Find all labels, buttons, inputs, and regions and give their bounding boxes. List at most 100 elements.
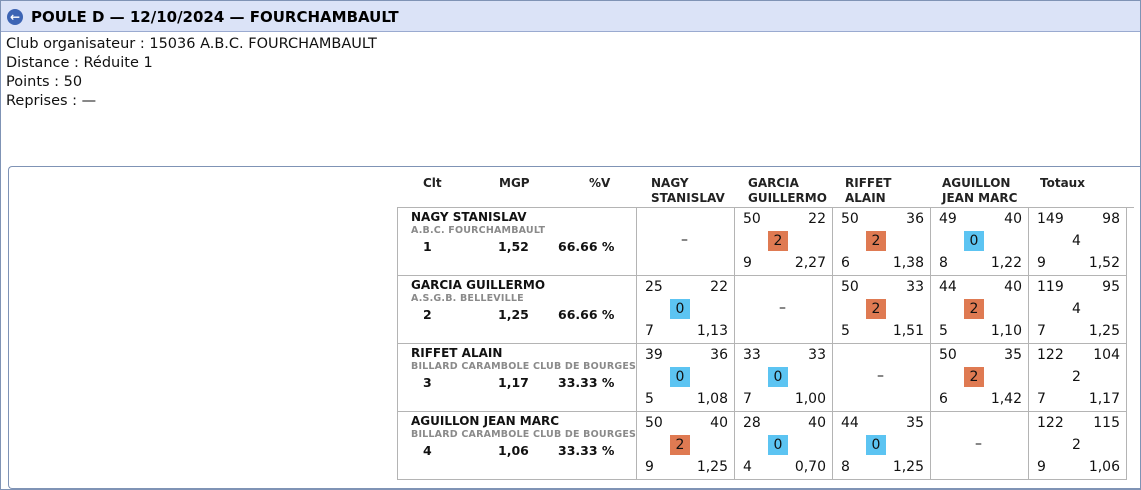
opponent-points: 40 xyxy=(1004,211,1022,227)
match-points-badge: 0 xyxy=(768,435,788,455)
title-bar: ← POULE D — 12/10/2024 — FOURCHAMBAULT xyxy=(1,1,1140,32)
distance-info: Distance : Réduite 1 xyxy=(6,55,153,71)
reprises-count: 9 xyxy=(743,255,752,271)
totals-cell xyxy=(1029,344,1127,412)
player-clt: 4 xyxy=(423,443,432,458)
points-scored: 33 xyxy=(743,347,761,363)
match-points-badge: 2 xyxy=(866,231,886,251)
player-clt: 2 xyxy=(423,307,432,322)
player-name: GARCIA GUILLERMO xyxy=(411,278,546,292)
reprises-count: 7 xyxy=(645,323,654,339)
self-match-marker: – xyxy=(975,436,982,452)
average-value: 1,25 xyxy=(892,459,924,475)
match-cell xyxy=(833,208,931,276)
match-points-badge: 2 xyxy=(768,231,788,251)
opponent-points: 104 xyxy=(1093,347,1120,363)
average-value: 1,13 xyxy=(696,323,728,339)
reprises-count: 8 xyxy=(841,459,850,475)
match-cell xyxy=(637,412,735,480)
points-scored: 44 xyxy=(841,415,859,431)
match-cell xyxy=(833,276,931,344)
player-name: AGUILLON JEAN MARC xyxy=(411,414,560,428)
reprises-count: 5 xyxy=(841,323,850,339)
points-info: Points : 50 xyxy=(6,74,83,90)
opponent-points: 115 xyxy=(1093,415,1120,431)
player-pct: 33.33 % xyxy=(558,443,615,458)
average-value: 1,52 xyxy=(1088,255,1120,271)
self-match-marker: – xyxy=(877,368,884,384)
col-header-opponent-3: RIFFET ALAIN xyxy=(845,176,892,205)
reprises-count: 7 xyxy=(743,391,752,407)
opponent-points: 40 xyxy=(808,415,826,431)
opponent-points: 35 xyxy=(906,415,924,431)
totals-cell xyxy=(1029,412,1127,480)
match-points-badge: 0 xyxy=(964,231,984,251)
reprises-count: 4 xyxy=(743,459,752,475)
match-cell xyxy=(931,208,1029,276)
average-value: 1,25 xyxy=(1088,323,1120,339)
reprises-count: 8 xyxy=(939,255,948,271)
opponent-points: 40 xyxy=(710,415,728,431)
col-header-mgp: MGP xyxy=(499,176,530,190)
average-value: 1,25 xyxy=(696,459,728,475)
grid-top-border xyxy=(397,207,1134,208)
reprises-count: 9 xyxy=(1037,255,1046,271)
reprises-count: 6 xyxy=(939,391,948,407)
match-points-badge: 0 xyxy=(768,367,788,387)
points-scored: 119 xyxy=(1037,279,1064,295)
match-cell xyxy=(735,276,833,344)
opponent-points: 36 xyxy=(710,347,728,363)
match-cell xyxy=(637,208,735,276)
match-cell xyxy=(637,344,735,412)
match-cell xyxy=(735,344,833,412)
player-club: BILLARD CARAMBOLE CLUB DE BOURGES xyxy=(411,429,637,440)
opponent-points: 22 xyxy=(710,279,728,295)
total-match-points: 4 xyxy=(1072,301,1081,317)
page-title: POULE D — 12/10/2024 — FOURCHAMBAULT xyxy=(31,8,399,26)
match-points-badge: 2 xyxy=(964,367,984,387)
col-header-totals: Totaux xyxy=(1040,176,1085,190)
match-cell xyxy=(637,276,735,344)
player-mgp: 1,17 xyxy=(498,375,529,390)
col-header-clt: Clt xyxy=(423,176,442,190)
points-scored: 50 xyxy=(743,211,761,227)
totals-cell xyxy=(1029,276,1127,344)
reprises-count: 5 xyxy=(939,323,948,339)
match-points-badge: 0 xyxy=(866,435,886,455)
average-value: 1,42 xyxy=(990,391,1022,407)
col-header-opponent-4: AGUILLON JEAN MARC xyxy=(942,176,1018,205)
player-mgp: 1,52 xyxy=(498,239,529,254)
match-cell xyxy=(931,412,1029,480)
self-match-marker: – xyxy=(779,300,786,316)
reprises-count: 5 xyxy=(645,391,654,407)
points-scored: 50 xyxy=(841,279,859,295)
total-match-points: 4 xyxy=(1072,233,1081,249)
reprises-count: 7 xyxy=(1037,391,1046,407)
opponent-points: 33 xyxy=(906,279,924,295)
opponent-points: 22 xyxy=(808,211,826,227)
match-points-badge: 2 xyxy=(866,299,886,319)
match-points-badge: 0 xyxy=(670,367,690,387)
total-match-points: 2 xyxy=(1072,369,1081,385)
points-scored: 50 xyxy=(939,347,957,363)
average-value: 1,51 xyxy=(892,323,924,339)
match-points-badge: 2 xyxy=(964,299,984,319)
average-value: 1,22 xyxy=(990,255,1022,271)
opponent-points: 98 xyxy=(1102,211,1120,227)
points-scored: 49 xyxy=(939,211,957,227)
reprises-info: Reprises : — xyxy=(6,93,97,109)
match-cell xyxy=(833,344,931,412)
player-club: A.B.C. FOURCHAMBAULT xyxy=(411,225,546,236)
player-clt: 3 xyxy=(423,375,432,390)
average-value: 2,27 xyxy=(794,255,826,271)
opponent-points: 95 xyxy=(1102,279,1120,295)
self-match-marker: – xyxy=(681,232,688,248)
col-header-opponent-1: NAGY STANISLAV xyxy=(651,176,725,205)
player-name: NAGY STANISLAV xyxy=(411,210,527,224)
arrow-left-icon[interactable]: ← xyxy=(7,9,23,25)
points-scored: 122 xyxy=(1037,347,1064,363)
col-header-pct: %V xyxy=(589,176,611,190)
results-panel xyxy=(8,166,1141,489)
points-scored: 39 xyxy=(645,347,663,363)
club-info: Club organisateur : 15036 A.B.C. FOURCHA… xyxy=(6,36,377,52)
